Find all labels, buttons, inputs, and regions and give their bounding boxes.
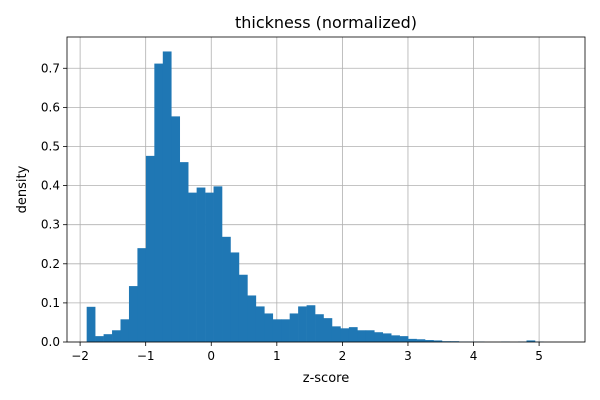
histogram-bar	[357, 330, 367, 342]
histogram-bar	[205, 192, 214, 342]
x-tick-label: 4	[470, 349, 478, 363]
histogram-bar	[374, 332, 384, 342]
histogram-bar	[230, 252, 240, 342]
histogram-bar	[399, 336, 409, 342]
y-tick-label: 0.5	[41, 139, 60, 153]
x-tick-label: 0	[207, 349, 215, 363]
histogram-bar	[331, 326, 341, 342]
histogram-bar	[171, 116, 181, 342]
histogram-bar	[179, 162, 189, 342]
ticks-layer: −2 −1 0 1 2 3 4 5 0.0 0.1 0.2 0.3 0.4 0.5 0.6 0.7	[41, 61, 543, 363]
histogram-bar	[162, 51, 172, 342]
histogram-bar	[425, 340, 434, 342]
x-tick-label: 3	[404, 349, 412, 363]
histogram-bar	[348, 327, 358, 342]
y-axis-label: density	[15, 165, 30, 213]
histogram-bar	[238, 274, 248, 342]
x-tick-label: 2	[339, 349, 347, 363]
histogram-bar	[526, 340, 536, 342]
histogram-bar	[433, 340, 443, 342]
histogram-bar	[365, 330, 375, 342]
histogram-bar	[340, 328, 350, 342]
y-tick-label: 0.3	[41, 218, 60, 232]
histogram-bar	[315, 314, 324, 342]
plot-frame	[66, 36, 586, 343]
histogram-bar	[154, 63, 164, 342]
histogram-bar	[382, 333, 392, 342]
histogram-bar	[323, 318, 333, 342]
histogram-bar	[272, 319, 282, 342]
histogram-bar	[289, 313, 299, 342]
histogram-bar	[408, 338, 417, 342]
histogram-bar	[137, 248, 147, 342]
histogram-bar	[281, 319, 290, 342]
histogram-bar	[255, 306, 265, 342]
histogram-bar	[391, 335, 400, 342]
y-tick-label: 0.1	[41, 296, 60, 310]
histogram-bar	[306, 305, 316, 342]
histogram-bar	[120, 319, 130, 342]
histogram-bar	[416, 339, 426, 342]
y-tick-label: 0.2	[41, 257, 60, 271]
bars-layer	[86, 51, 544, 342]
histogram-bar	[128, 286, 138, 342]
x-axis-label: z-score	[303, 371, 349, 386]
histogram-bar	[264, 313, 274, 342]
histogram-bar	[103, 334, 113, 342]
x-tick-label: 1	[273, 349, 281, 363]
histogram-bar	[145, 155, 155, 342]
histogram-bar	[95, 336, 104, 342]
histogram-bar	[112, 330, 121, 342]
x-tick-label: −1	[137, 349, 155, 363]
histogram-bar	[196, 187, 206, 342]
y-tick-label: 0.6	[41, 100, 60, 114]
x-tick-label: −2	[71, 349, 89, 363]
y-tick-label: 0.4	[41, 179, 60, 193]
chart-title: thickness (normalized)	[235, 13, 417, 32]
histogram-bar	[213, 186, 223, 342]
histogram-bar	[298, 306, 307, 342]
histogram-bar	[247, 295, 257, 342]
histogram-bar	[188, 192, 197, 342]
histogram-bar	[86, 306, 96, 342]
y-tick-label: 0.7	[41, 61, 60, 75]
y-tick-label: 0.0	[41, 335, 60, 349]
histogram-bar	[222, 236, 231, 342]
x-tick-label: 5	[535, 349, 543, 363]
